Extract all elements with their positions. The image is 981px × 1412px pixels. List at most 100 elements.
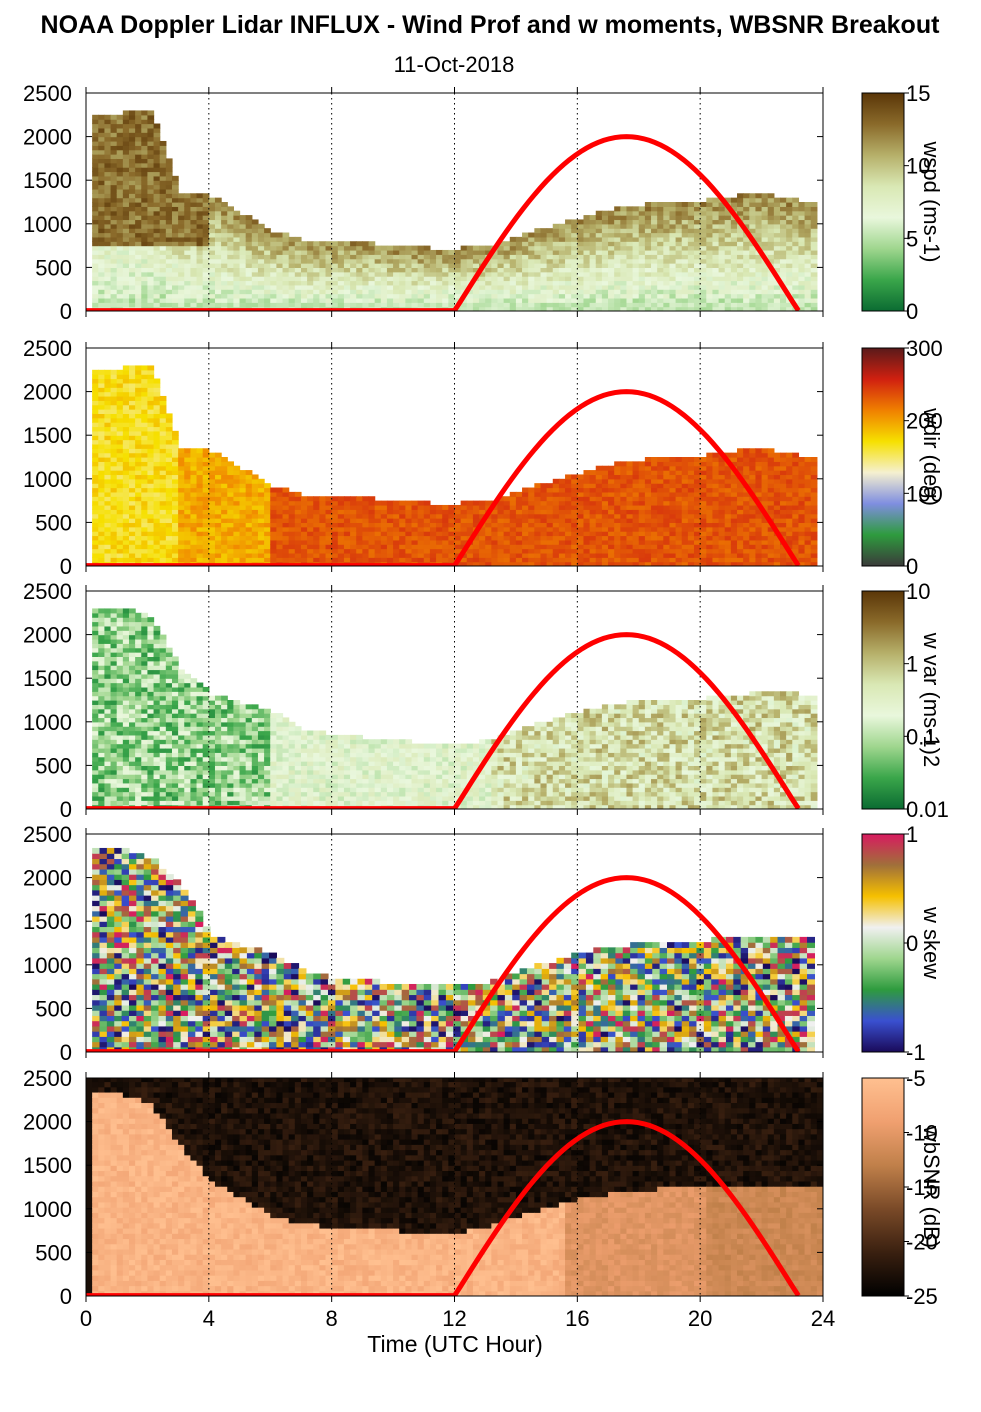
- heatmap-cell: [343, 280, 351, 286]
- heatmap-cell: [558, 258, 566, 264]
- heatmap-cell: [147, 518, 155, 523]
- heatmap-cell: [110, 267, 118, 273]
- heatmap-cell: [104, 426, 112, 432]
- heatmap-cell: [737, 241, 744, 247]
- heatmap-cell: [448, 280, 456, 286]
- heatmap-cell: [546, 487, 554, 493]
- heatmap-cell: [350, 535, 357, 541]
- heatmap-cell: [614, 254, 621, 260]
- heatmap-cell: [620, 267, 628, 273]
- heatmap-cell: [718, 236, 726, 242]
- heatmap-cell: [135, 509, 142, 515]
- heatmap-cell: [638, 513, 646, 519]
- heatmap-cell: [712, 258, 720, 264]
- heatmap-cell: [190, 232, 198, 238]
- heatmap-cell: [638, 544, 646, 550]
- heatmap-cell: [147, 491, 155, 497]
- heatmap-cell: [178, 509, 185, 515]
- heatmap-cell: [196, 271, 204, 277]
- heatmap-cell: [657, 241, 664, 247]
- heatmap-cell: [749, 289, 757, 295]
- heatmap-cell: [644, 206, 652, 212]
- heatmap-cell: [325, 557, 333, 563]
- heatmap-cell: [356, 513, 363, 519]
- heatmap-cell: [657, 306, 664, 311]
- heatmap-cell: [694, 267, 701, 273]
- heatmap-cell: [307, 241, 314, 247]
- heatmap-cell: [644, 465, 652, 471]
- heatmap-cell: [319, 496, 327, 502]
- heatmap-cell: [331, 254, 339, 260]
- heatmap-cell: [147, 409, 155, 414]
- heatmap-cell: [98, 426, 106, 432]
- heatmap-cell: [343, 552, 351, 558]
- heatmap-cell: [270, 544, 277, 550]
- heatmap-cell: [411, 293, 419, 299]
- heatmap-cell: [110, 439, 118, 445]
- heatmap-cell: [577, 263, 585, 268]
- heatmap-cell: [552, 487, 560, 493]
- heatmap-cell: [589, 487, 597, 493]
- heatmap-cell: [165, 258, 173, 264]
- heatmap-cell: [595, 245, 603, 251]
- heatmap-cell: [589, 483, 597, 489]
- heatmap-cell: [743, 258, 750, 264]
- heatmap-cell: [546, 526, 554, 532]
- heatmap-cell: [159, 513, 167, 519]
- heatmap-cell: [362, 249, 370, 255]
- heatmap-cell: [141, 110, 149, 116]
- heatmap-cell: [577, 228, 585, 234]
- heatmap-cell: [135, 149, 142, 155]
- heatmap-cell: [110, 297, 118, 303]
- heatmap-cell: [98, 548, 106, 554]
- heatmap-cell: [522, 509, 529, 515]
- heatmap-cell: [153, 509, 161, 515]
- heatmap-cell: [601, 465, 609, 471]
- heatmap-cell: [362, 263, 370, 268]
- heatmap-cell: [184, 535, 192, 541]
- heatmap-cell: [208, 452, 216, 458]
- heatmap-cell: [104, 202, 112, 207]
- heatmap-cell: [608, 276, 615, 282]
- heatmap-cell: [122, 219, 130, 225]
- heatmap-cell: [116, 254, 124, 260]
- heatmap-cell: [233, 223, 241, 229]
- heatmap-cell: [98, 267, 106, 273]
- heatmap-cell: [104, 374, 112, 380]
- heatmap-cell: [767, 223, 775, 229]
- heatmap-cell: [608, 474, 615, 480]
- heatmap-cell: [184, 202, 192, 207]
- heatmap-cell: [264, 491, 271, 497]
- heatmap-cell: [116, 149, 124, 155]
- heatmap-cell: [122, 504, 130, 510]
- heatmap-cell: [638, 522, 646, 528]
- heatmap-cell: [104, 184, 112, 190]
- heatmap-cell: [202, 452, 210, 458]
- heatmap-cell: [270, 293, 277, 299]
- heatmap-cell: [534, 245, 542, 251]
- heatmap-cell: [669, 504, 677, 510]
- heatmap-cell: [595, 522, 603, 528]
- colorbar-tick-label: 10: [906, 154, 930, 179]
- heatmap-cell: [171, 193, 179, 199]
- heatmap-cell: [270, 249, 277, 255]
- heatmap-cell: [460, 263, 468, 268]
- heatmap-cell: [651, 535, 658, 541]
- heatmap-cell: [221, 557, 228, 563]
- heatmap-cell: [681, 202, 689, 207]
- heatmap-cell: [251, 232, 259, 238]
- heatmap-cell: [509, 271, 517, 277]
- heatmap-cell: [104, 267, 112, 273]
- heatmap-cell: [92, 119, 99, 125]
- heatmap-cell: [780, 263, 787, 268]
- heatmap-cell: [98, 478, 106, 484]
- heatmap-cell: [657, 526, 664, 532]
- heatmap-cell: [479, 557, 486, 563]
- heatmap-cell: [583, 496, 591, 502]
- heatmap-cell: [128, 175, 136, 181]
- heatmap-cell: [589, 276, 597, 282]
- heatmap-cell: [460, 306, 468, 311]
- heatmap-cell: [393, 552, 400, 558]
- heatmap-cell: [718, 258, 726, 264]
- heatmap-cell: [589, 289, 597, 295]
